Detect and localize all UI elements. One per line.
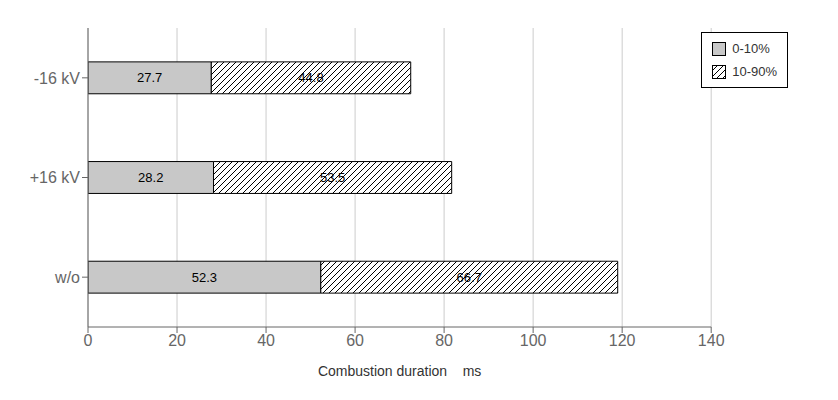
svg-text:-16 kV: -16 kV	[34, 70, 81, 87]
svg-text:140: 140	[698, 332, 725, 349]
svg-text:27.7: 27.7	[137, 70, 162, 85]
svg-text:100: 100	[520, 332, 547, 349]
svg-text:44.8: 44.8	[298, 70, 323, 85]
svg-text:20: 20	[168, 332, 186, 349]
svg-text:60: 60	[346, 332, 364, 349]
svg-text:66.7: 66.7	[457, 270, 482, 285]
html-text:0-10%: 0-10%	[732, 41, 770, 56]
svg-text:120: 120	[609, 332, 636, 349]
svg-text:+16 kV: +16 kV	[30, 169, 81, 186]
svg-text:w/o: w/o	[54, 269, 80, 286]
svg-text:28.2: 28.2	[138, 170, 163, 185]
svg-text:40: 40	[257, 332, 275, 349]
html-text:10-90%: 10-90%	[732, 64, 777, 79]
svg-text:53.5: 53.5	[320, 170, 345, 185]
svg-text:Combustion duration ms: Combustion duration ms	[318, 363, 481, 379]
svg-text:52.3: 52.3	[192, 270, 217, 285]
svg-text:0: 0	[84, 332, 93, 349]
svg-text:80: 80	[435, 332, 453, 349]
